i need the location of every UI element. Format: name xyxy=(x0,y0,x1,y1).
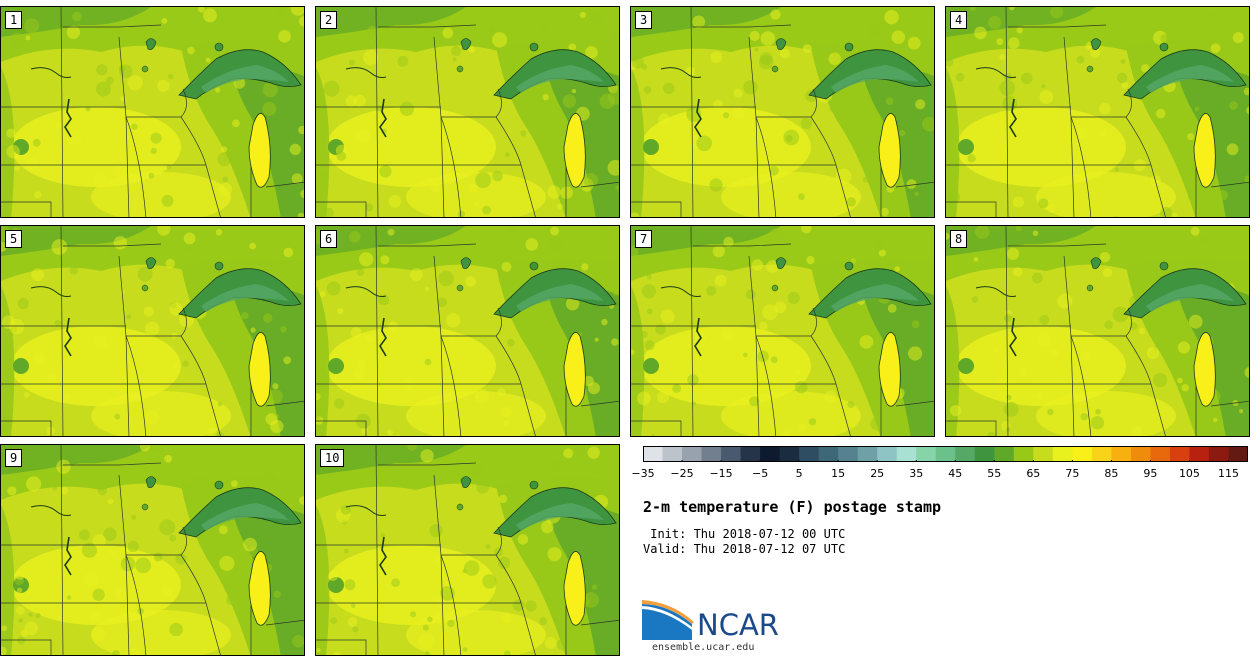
temperature-map xyxy=(1,226,304,436)
panel-label: 9 xyxy=(5,449,23,467)
colorbar-swatch xyxy=(935,447,956,461)
temperature-map xyxy=(946,226,1249,436)
map-panel-4[interactable]: 4 xyxy=(945,6,1250,218)
colorbar-swatch xyxy=(779,447,800,461)
colorbar-tick-label: 55 xyxy=(987,467,1002,480)
colorbar-swatch xyxy=(1111,447,1132,461)
colorbar-swatch xyxy=(799,447,820,461)
colorbar-tick-label: −5 xyxy=(751,467,769,480)
colorbar-swatch xyxy=(643,447,664,461)
temperature-map xyxy=(316,445,619,655)
panel-label: 5 xyxy=(5,230,23,248)
colorbar-tick-label: 85 xyxy=(1104,467,1119,480)
colorbar-swatch xyxy=(818,447,839,461)
temperature-map xyxy=(631,226,934,436)
valid-time: Valid: Thu 2018-07-12 07 UTC xyxy=(643,542,846,556)
map-panel-7[interactable]: 7 xyxy=(630,225,935,437)
colorbar-swatch xyxy=(1052,447,1073,461)
panel-label: 8 xyxy=(950,230,968,248)
map-panel-3[interactable]: 3 xyxy=(630,6,935,218)
colorbar-swatch xyxy=(682,447,703,461)
panel-label: 10 xyxy=(320,449,345,467)
panel-label: 4 xyxy=(950,11,968,29)
panel-label: 6 xyxy=(320,230,338,248)
init-time: Init: Thu 2018-07-12 00 UTC xyxy=(643,527,846,541)
colorbar-swatch xyxy=(1072,447,1093,461)
colorbar-tick-label: 105 xyxy=(1178,467,1200,480)
map-panel-10[interactable]: 10 xyxy=(315,444,620,656)
map-panel-8[interactable]: 8 xyxy=(945,225,1250,437)
panel-label: 2 xyxy=(320,11,338,29)
map-panel-5[interactable]: 5 xyxy=(0,225,305,437)
temperature-map xyxy=(1,7,304,217)
map-panel-9[interactable]: 9 xyxy=(0,444,305,656)
colorbar-swatch xyxy=(721,447,742,461)
colorbar-tick-label: 25 xyxy=(870,467,885,480)
colorbar-tick-label: −35 xyxy=(631,467,655,480)
map-panel-2[interactable]: 2 xyxy=(315,6,620,218)
colorbar-swatch xyxy=(1169,447,1190,461)
colorbar-swatch xyxy=(994,447,1015,461)
temperature-colorbar xyxy=(643,446,1248,462)
chart-title: 2-m temperature (F) postage stamp xyxy=(643,498,942,516)
colorbar-tick-label: 15 xyxy=(831,467,846,480)
colorbar-tick-label: −25 xyxy=(670,467,694,480)
colorbar-swatch xyxy=(838,447,859,461)
colorbar-swatch xyxy=(1091,447,1112,461)
colorbar-tick-label: 45 xyxy=(948,467,963,480)
colorbar-tick-label: 115 xyxy=(1217,467,1239,480)
colorbar-swatch xyxy=(974,447,995,461)
colorbar-swatch xyxy=(877,447,898,461)
map-panel-1[interactable]: 1 xyxy=(0,6,305,218)
panel-label: 7 xyxy=(635,230,653,248)
colorbar-swatch xyxy=(662,447,683,461)
colorbar-swatch xyxy=(1228,447,1248,461)
panel-label: 1 xyxy=(5,11,23,29)
colorbar-swatch xyxy=(1033,447,1054,461)
colorbar-swatch xyxy=(701,447,722,461)
colorbar-swatch xyxy=(1150,447,1171,461)
temperature-map xyxy=(946,7,1249,217)
colorbar-swatch xyxy=(760,447,781,461)
colorbar-swatch xyxy=(955,447,976,461)
temperature-map xyxy=(631,7,934,217)
colorbar-tick-label: 95 xyxy=(1143,467,1158,480)
panel-label: 3 xyxy=(635,11,653,29)
colorbar-tick-label: −15 xyxy=(709,467,733,480)
colorbar-swatch xyxy=(1013,447,1034,461)
colorbar-swatch xyxy=(1208,447,1229,461)
site-url[interactable]: ensemble.ucar.edu xyxy=(652,642,755,653)
temperature-map xyxy=(316,7,619,217)
ncar-logo-icon xyxy=(642,600,694,640)
colorbar-tick-label: 35 xyxy=(909,467,924,480)
colorbar-tick-label: 5 xyxy=(795,467,803,480)
colorbar-tick-label: 65 xyxy=(1026,467,1041,480)
temperature-map xyxy=(1,445,304,655)
colorbar-border xyxy=(643,446,1248,462)
colorbar-swatch xyxy=(916,447,937,461)
map-panel-6[interactable]: 6 xyxy=(315,225,620,437)
colorbar-tick-label: 75 xyxy=(1065,467,1080,480)
temperature-map xyxy=(316,226,619,436)
colorbar-swatch xyxy=(1130,447,1151,461)
ncar-logo-text: NCAR xyxy=(697,608,779,642)
colorbar-swatch xyxy=(857,447,878,461)
colorbar-swatch xyxy=(896,447,917,461)
colorbar-swatch xyxy=(1189,447,1210,461)
colorbar-swatch xyxy=(740,447,761,461)
